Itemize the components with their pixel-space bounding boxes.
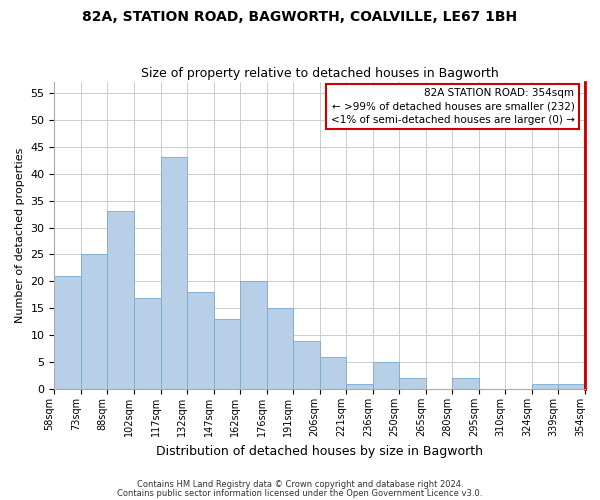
Bar [320,357,346,389]
Bar [55,276,81,389]
Bar [399,378,426,389]
Text: 82A, STATION ROAD, BAGWORTH, COALVILLE, LE67 1BH: 82A, STATION ROAD, BAGWORTH, COALVILLE, … [82,10,518,24]
Text: Contains public sector information licensed under the Open Government Licence v3: Contains public sector information licen… [118,488,482,498]
Bar [266,308,293,389]
Bar [559,384,585,389]
Bar [161,158,187,389]
Bar [452,378,479,389]
Bar [532,384,559,389]
Bar [81,254,107,389]
Bar [240,282,266,389]
Y-axis label: Number of detached properties: Number of detached properties [15,148,25,324]
Text: Contains HM Land Registry data © Crown copyright and database right 2024.: Contains HM Land Registry data © Crown c… [137,480,463,489]
Bar [373,362,399,389]
Bar [293,340,320,389]
Bar [134,298,161,389]
Bar [214,319,240,389]
X-axis label: Distribution of detached houses by size in Bagworth: Distribution of detached houses by size … [156,444,483,458]
Title: Size of property relative to detached houses in Bagworth: Size of property relative to detached ho… [141,66,499,80]
Bar [346,384,373,389]
Bar [107,212,134,389]
Bar [187,292,214,389]
Text: 82A STATION ROAD: 354sqm
← >99% of detached houses are smaller (232)
<1% of semi: 82A STATION ROAD: 354sqm ← >99% of detac… [331,88,574,124]
